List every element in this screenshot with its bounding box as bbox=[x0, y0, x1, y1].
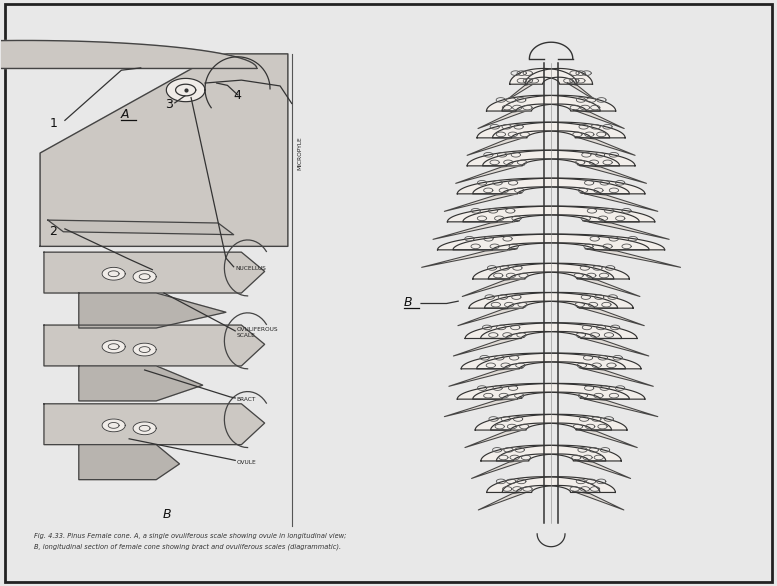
Polygon shape bbox=[472, 460, 528, 478]
Polygon shape bbox=[458, 383, 629, 399]
Polygon shape bbox=[133, 422, 156, 435]
Polygon shape bbox=[448, 206, 639, 222]
Polygon shape bbox=[48, 220, 234, 234]
Polygon shape bbox=[44, 404, 265, 445]
Text: 4: 4 bbox=[234, 90, 242, 103]
Polygon shape bbox=[488, 263, 629, 279]
Polygon shape bbox=[576, 429, 637, 448]
Polygon shape bbox=[486, 96, 600, 111]
Polygon shape bbox=[485, 292, 633, 308]
Polygon shape bbox=[422, 248, 517, 267]
Text: Fig. 4.33. Pinus Female cone. A, a single ovuliferous scale showing ovule in lon: Fig. 4.33. Pinus Female cone. A, a singl… bbox=[34, 533, 347, 539]
Polygon shape bbox=[0, 40, 257, 69]
Polygon shape bbox=[486, 477, 600, 492]
Polygon shape bbox=[580, 367, 653, 386]
Polygon shape bbox=[133, 270, 156, 283]
Polygon shape bbox=[454, 338, 524, 356]
Polygon shape bbox=[465, 429, 526, 448]
Polygon shape bbox=[478, 110, 529, 128]
Polygon shape bbox=[469, 292, 618, 308]
Polygon shape bbox=[462, 353, 625, 369]
Polygon shape bbox=[166, 79, 205, 102]
Polygon shape bbox=[472, 383, 645, 399]
Polygon shape bbox=[102, 340, 125, 353]
Polygon shape bbox=[133, 343, 156, 356]
Polygon shape bbox=[497, 445, 622, 461]
Polygon shape bbox=[463, 206, 655, 222]
Polygon shape bbox=[493, 122, 625, 138]
Polygon shape bbox=[580, 193, 658, 212]
Polygon shape bbox=[444, 193, 522, 212]
Polygon shape bbox=[44, 325, 265, 366]
Polygon shape bbox=[473, 263, 614, 279]
Polygon shape bbox=[476, 414, 611, 430]
Polygon shape bbox=[577, 278, 640, 297]
Polygon shape bbox=[576, 137, 635, 155]
Text: B, longitudinal section of female cone showing bract and ovuliferous scales (dia: B, longitudinal section of female cone s… bbox=[34, 544, 341, 550]
Text: OVULIFEROUS
SCALE: OVULIFEROUS SCALE bbox=[237, 327, 278, 338]
Polygon shape bbox=[510, 69, 577, 84]
Polygon shape bbox=[504, 83, 535, 102]
Text: NUCELLUS: NUCELLUS bbox=[235, 266, 266, 271]
Polygon shape bbox=[102, 419, 125, 432]
Text: BRACT: BRACT bbox=[237, 397, 256, 401]
Polygon shape bbox=[573, 491, 624, 510]
Polygon shape bbox=[578, 165, 646, 183]
Polygon shape bbox=[583, 221, 669, 239]
Polygon shape bbox=[479, 491, 529, 510]
Polygon shape bbox=[567, 83, 598, 102]
Polygon shape bbox=[472, 178, 645, 194]
Polygon shape bbox=[449, 367, 523, 386]
Polygon shape bbox=[456, 165, 524, 183]
Polygon shape bbox=[40, 54, 287, 246]
Polygon shape bbox=[458, 307, 524, 326]
Polygon shape bbox=[433, 221, 519, 239]
Polygon shape bbox=[574, 460, 631, 478]
Polygon shape bbox=[102, 267, 125, 280]
Polygon shape bbox=[477, 122, 610, 138]
FancyBboxPatch shape bbox=[5, 4, 772, 582]
Polygon shape bbox=[458, 178, 629, 194]
Polygon shape bbox=[78, 445, 179, 479]
Polygon shape bbox=[502, 96, 615, 111]
Text: A: A bbox=[120, 108, 129, 121]
Polygon shape bbox=[483, 150, 635, 166]
Polygon shape bbox=[585, 248, 681, 267]
Polygon shape bbox=[444, 398, 522, 417]
Polygon shape bbox=[476, 353, 641, 369]
Polygon shape bbox=[577, 307, 644, 326]
Text: 2: 2 bbox=[50, 224, 57, 238]
Text: MICROPYLE: MICROPYLE bbox=[297, 136, 302, 170]
Polygon shape bbox=[481, 445, 606, 461]
Polygon shape bbox=[465, 323, 622, 339]
Polygon shape bbox=[580, 398, 658, 417]
Polygon shape bbox=[453, 234, 664, 250]
Polygon shape bbox=[573, 110, 624, 128]
Text: B: B bbox=[404, 296, 413, 309]
Polygon shape bbox=[78, 293, 226, 328]
Polygon shape bbox=[502, 477, 615, 492]
Polygon shape bbox=[525, 69, 593, 84]
Polygon shape bbox=[481, 323, 637, 339]
Text: B: B bbox=[162, 507, 171, 520]
Polygon shape bbox=[490, 414, 627, 430]
Polygon shape bbox=[467, 150, 619, 166]
Text: OVULE: OVULE bbox=[237, 459, 256, 465]
Polygon shape bbox=[437, 234, 649, 250]
Polygon shape bbox=[467, 137, 527, 155]
Polygon shape bbox=[78, 366, 203, 401]
Polygon shape bbox=[462, 278, 526, 297]
Polygon shape bbox=[44, 252, 265, 293]
Text: 1: 1 bbox=[50, 117, 57, 130]
Polygon shape bbox=[578, 338, 649, 356]
Text: 3: 3 bbox=[166, 97, 173, 111]
